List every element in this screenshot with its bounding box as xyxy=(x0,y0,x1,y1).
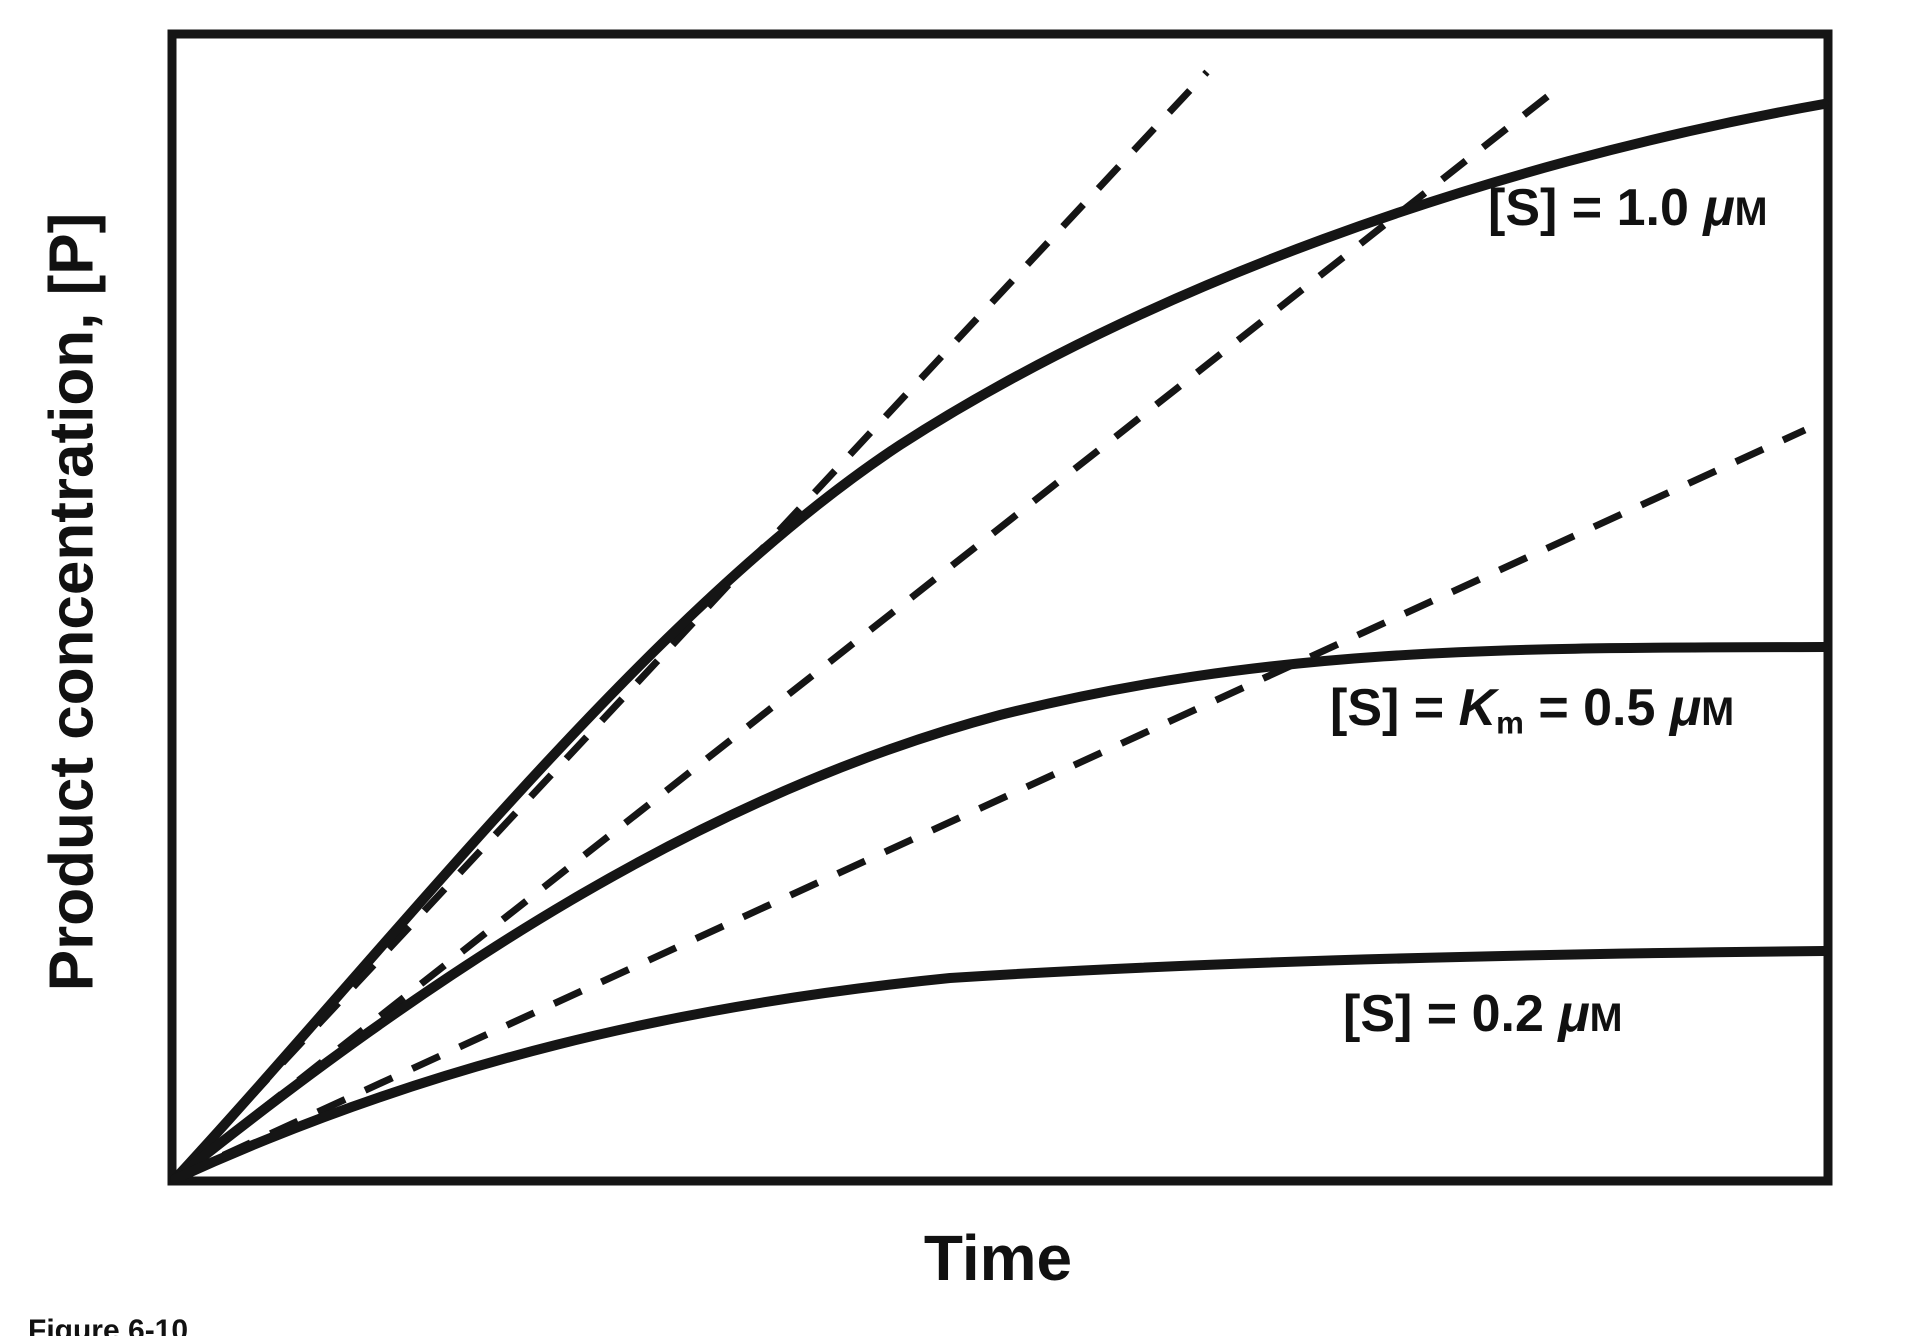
curve-label-0.2uM: [S] = 0.2 μM xyxy=(1343,988,1623,1040)
tangent-line-0.5uM xyxy=(173,82,1565,1180)
curve-label-0.5uM: [S] = Km = 0.5 μM xyxy=(1330,682,1734,739)
mu-symbol: μ xyxy=(1669,679,1702,737)
mu-symbol: μ xyxy=(1703,179,1735,237)
km-subscript: m xyxy=(1496,705,1524,741)
tangent-line-1.0uM xyxy=(173,69,1210,1180)
km-symbol: K xyxy=(1458,679,1497,737)
molar-unit: M xyxy=(1589,996,1623,1040)
y-axis-label: Product concentration, [P] xyxy=(37,212,107,992)
curve-label-0.2uM-text: [S] = 0.2 xyxy=(1343,985,1559,1043)
progress-curve-0.5uM xyxy=(170,642,1829,1184)
plot-border xyxy=(167,29,1833,1186)
progress-curve-1.0uM xyxy=(170,99,1829,1184)
tangent-line-0.2uM xyxy=(174,426,1807,1181)
curve-label-0.5uM-text1: [S] = xyxy=(1330,679,1459,737)
figure-caption: Figure 6-10 xyxy=(28,1314,189,1336)
mu-symbol: μ xyxy=(1558,985,1590,1043)
curve-label-0.5uM-text2: = 0.5 xyxy=(1523,679,1670,737)
x-axis-label: Time xyxy=(923,1222,1073,1294)
progress-curve-0.2uM xyxy=(170,946,1829,1184)
molar-unit: M xyxy=(1734,190,1768,234)
curve-label-1.0uM: [S] = 1.0 μM xyxy=(1488,182,1768,234)
curve-label-1.0uM-text: [S] = 1.0 xyxy=(1488,179,1704,237)
molar-unit: M xyxy=(1701,690,1735,734)
